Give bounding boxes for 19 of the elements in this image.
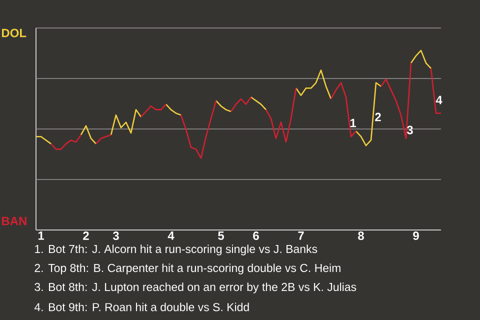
text: BAN <box>2 216 26 226</box>
text: 4. Bot 9th: P. Roan hit a double vs S. Kidd <box>34 302 249 312</box>
x-tick-label: 6 <box>253 232 259 240</box>
text: 3. Bot 8th: J. Lupton reached on an error by the 2B vs K. Julias <box>34 282 356 294</box>
annotation: 1 <box>350 118 356 128</box>
x-tick-label: 1 <box>38 232 44 240</box>
x-tick-label: 2 <box>83 232 89 240</box>
annotation: 4 <box>436 96 442 104</box>
x-tick-label: 3 <box>112 232 119 240</box>
x-tick-label: 4 <box>168 232 174 240</box>
x-tick-label: 7 <box>298 232 304 240</box>
x-tick-label: 5 <box>218 232 224 240</box>
x-tick-label: 8 <box>358 232 364 240</box>
x-tick-label: 9 <box>413 232 419 240</box>
text: DOL <box>2 28 26 38</box>
text: 2. Top 8th: B. Carpenter hit a run-scoring double vs C. Heim <box>34 264 340 274</box>
text: 1. Bot 7th: J. Alcorn hit a run-scoring single vs J. Banks <box>35 244 318 256</box>
annotation: 3 <box>406 126 413 134</box>
annotation: 2 <box>375 112 381 122</box>
